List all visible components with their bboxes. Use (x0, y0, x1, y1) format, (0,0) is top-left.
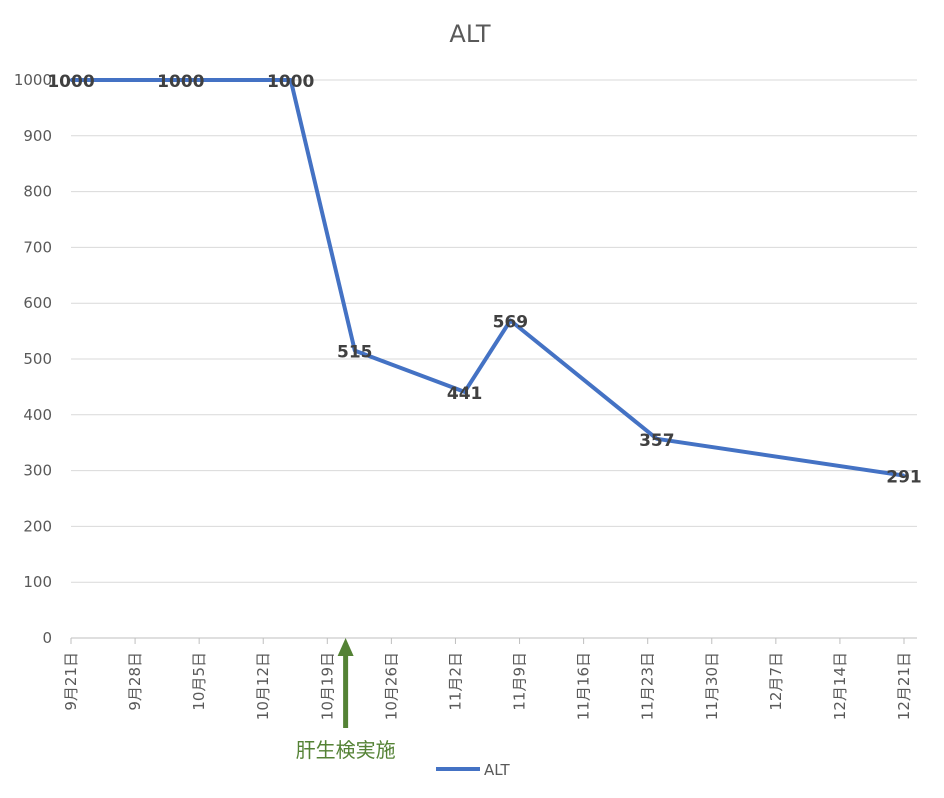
data-labels: 1000 1000 1000 515 441 569 357 291 (47, 72, 921, 488)
data-label: 569 (493, 312, 529, 332)
x-tick-label: 11月16日 (575, 652, 593, 720)
x-tick-label: 11月23日 (639, 652, 657, 720)
x-tick-label: 10月5日 (190, 652, 208, 711)
annotations: 肝生検実施 (296, 638, 396, 762)
y-tick-label: 400 (23, 406, 52, 424)
series-layer (69, 78, 906, 478)
y-tick-label: 600 (23, 294, 52, 312)
data-label: 441 (447, 384, 483, 404)
data-point (508, 318, 512, 322)
up-arrow-icon (337, 638, 354, 656)
x-tick-label: 11月30日 (703, 652, 721, 720)
data-label: 291 (886, 468, 922, 488)
data-point (179, 78, 183, 82)
legend-label: ALT (484, 761, 511, 779)
x-tick-label: 12月14日 (831, 652, 849, 720)
x-tick-label: 11月9日 (511, 652, 529, 711)
data-point (655, 437, 659, 441)
y-tick-label: 200 (23, 517, 52, 535)
gridlines (71, 79, 917, 583)
data-point (463, 390, 467, 394)
data-label: 357 (639, 431, 675, 451)
y-tick-label: 1000 (14, 71, 52, 89)
data-point (69, 78, 73, 82)
legend: ALT (436, 761, 511, 779)
data-label: 1000 (157, 72, 204, 92)
x-axis: 9月21日 9月28日 10月5日 10月12日 10月19日 10月26日 11月2日 11… (62, 637, 917, 720)
y-tick-label: 900 (23, 127, 52, 145)
data-point (289, 78, 293, 82)
chart-title: ALT (449, 20, 490, 48)
data-point (353, 349, 357, 353)
series-line-alt (71, 78, 905, 478)
data-label: 1000 (47, 72, 94, 92)
x-tick-label: 11月2日 (446, 652, 464, 711)
y-tick-label: 700 (23, 238, 52, 256)
y-tick-label: 100 (23, 573, 52, 591)
y-tick-label: 300 (23, 462, 52, 480)
x-tick-label: 12月7日 (767, 652, 785, 711)
x-tick-label: 10月19日 (318, 652, 336, 720)
y-axis: 0 100 200 300 400 500 600 700 800 900 1000 (14, 71, 52, 647)
data-label: 515 (337, 343, 373, 363)
y-tick-label: 800 (23, 183, 52, 201)
annotation-label: 肝生検実施 (296, 738, 396, 762)
x-tick-label: 10月26日 (382, 652, 400, 720)
y-tick-label: 0 (42, 629, 52, 647)
x-tick-label: 12月21日 (895, 652, 913, 720)
x-tick-label: 10月12日 (254, 652, 272, 720)
data-point (902, 474, 906, 478)
y-tick-label: 500 (23, 350, 52, 368)
x-tick-label: 9月28日 (126, 652, 144, 711)
data-label: 1000 (267, 72, 314, 92)
x-tick-label: 9月21日 (62, 652, 80, 711)
